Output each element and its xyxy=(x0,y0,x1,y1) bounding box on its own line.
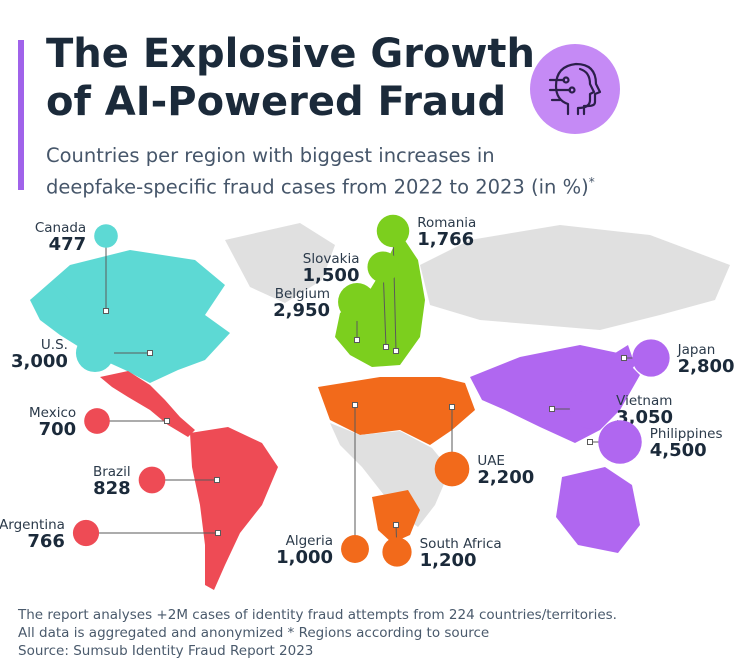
ai-head-icon xyxy=(548,62,602,116)
value-bubble xyxy=(367,251,399,283)
value-bubble xyxy=(376,214,410,248)
anchor-point xyxy=(549,406,555,412)
map-region-southern-africa xyxy=(372,490,420,543)
value-bubble xyxy=(341,535,369,563)
map-region-north-america xyxy=(30,250,230,383)
country-label: Romania xyxy=(417,215,476,231)
marker-u-s: U.S.3,000 xyxy=(11,333,153,373)
page-title: The Explosive Growth of AI-Powered Fraud xyxy=(46,30,536,126)
value-bubble xyxy=(598,420,642,464)
map-region-alaska xyxy=(30,285,70,317)
country-label: Mexico xyxy=(29,405,76,421)
value-bubble xyxy=(138,466,166,494)
value-label: 1,766 xyxy=(417,229,474,250)
value-bubble xyxy=(94,224,118,248)
anchor-point xyxy=(621,355,627,361)
footer-note-1: The report analyses +2M cases of identit… xyxy=(18,607,617,623)
country-label: South Africa xyxy=(420,536,502,552)
value-label: 1,500 xyxy=(303,265,360,286)
subtitle: Countries per region with biggest increa… xyxy=(46,142,606,201)
country-label: Brazil xyxy=(93,464,131,480)
anchor-point xyxy=(103,308,109,314)
value-bubble xyxy=(434,451,470,487)
footnote-mark: * xyxy=(588,175,595,189)
country-label: Philippines xyxy=(650,426,723,442)
value-bubble xyxy=(338,283,376,321)
accent-bar xyxy=(18,40,24,190)
anchor-point xyxy=(214,477,220,483)
country-label: Slovakia xyxy=(303,251,360,267)
map-region-middle-east-north-africa xyxy=(318,377,475,445)
value-label: 700 xyxy=(39,419,77,440)
leader-line xyxy=(392,230,397,352)
country-label: Argentina xyxy=(0,517,65,533)
value-label: 3,000 xyxy=(11,351,68,372)
anchor-point xyxy=(587,439,593,445)
footer-source: Source: Sumsub Identity Fraud Report 202… xyxy=(18,643,314,659)
anchor-point xyxy=(354,337,360,343)
map-region-south-america xyxy=(190,427,278,590)
value-label: 2,800 xyxy=(678,356,735,377)
value-bubble xyxy=(382,537,412,567)
anchor-point xyxy=(383,344,389,350)
subtitle-line-2: deepfake-specific fraud cases from 2022 … xyxy=(46,175,589,199)
map-region-sub-saharan-africa xyxy=(330,423,450,527)
anchor-point xyxy=(393,348,399,354)
value-bubble xyxy=(569,389,609,429)
value-bubble xyxy=(84,408,110,434)
map-region-japan xyxy=(610,345,635,385)
footer: The report analyses +2M cases of identit… xyxy=(18,606,617,660)
value-bubble xyxy=(72,519,100,547)
value-label: 2,200 xyxy=(477,467,534,488)
title-line-1: The Explosive Growth xyxy=(46,31,536,77)
map-region-mexico-central-america xyxy=(100,371,195,437)
country-label: Algeria xyxy=(286,533,333,549)
value-label: 828 xyxy=(93,478,131,499)
value-bubble xyxy=(632,339,670,377)
subtitle-line-1: Countries per region with biggest increa… xyxy=(46,144,495,167)
value-bubble xyxy=(75,333,115,373)
value-label: 1,000 xyxy=(276,547,333,568)
country-label: U.S. xyxy=(41,337,68,353)
world-map-land xyxy=(30,223,730,590)
country-label: Belgium xyxy=(275,286,330,302)
country-label: UAE xyxy=(477,453,505,469)
map-region-australia xyxy=(556,467,640,553)
anchor-point xyxy=(147,350,153,356)
country-label: Japan xyxy=(677,342,716,358)
value-label: 1,200 xyxy=(420,550,477,571)
value-label: 477 xyxy=(49,234,87,255)
country-label: Canada xyxy=(35,220,86,236)
anchor-point xyxy=(352,402,358,408)
title-line-2: of AI-Powered Fraud xyxy=(46,79,507,125)
value-label: 4,500 xyxy=(650,440,707,461)
anchor-point xyxy=(215,530,221,536)
footer-note-2: All data is aggregated and anonymized * … xyxy=(18,625,490,641)
value-label: 3,050 xyxy=(616,407,673,428)
map-region-russia xyxy=(420,225,730,330)
map-region-greenland xyxy=(225,223,335,303)
country-label: Vietnam xyxy=(616,393,672,409)
anchor-point xyxy=(449,404,455,410)
ai-head-badge xyxy=(530,44,620,134)
value-label: 766 xyxy=(27,531,65,552)
anchor-point xyxy=(393,522,399,528)
value-label: 2,950 xyxy=(273,300,330,321)
anchor-point xyxy=(164,418,170,424)
